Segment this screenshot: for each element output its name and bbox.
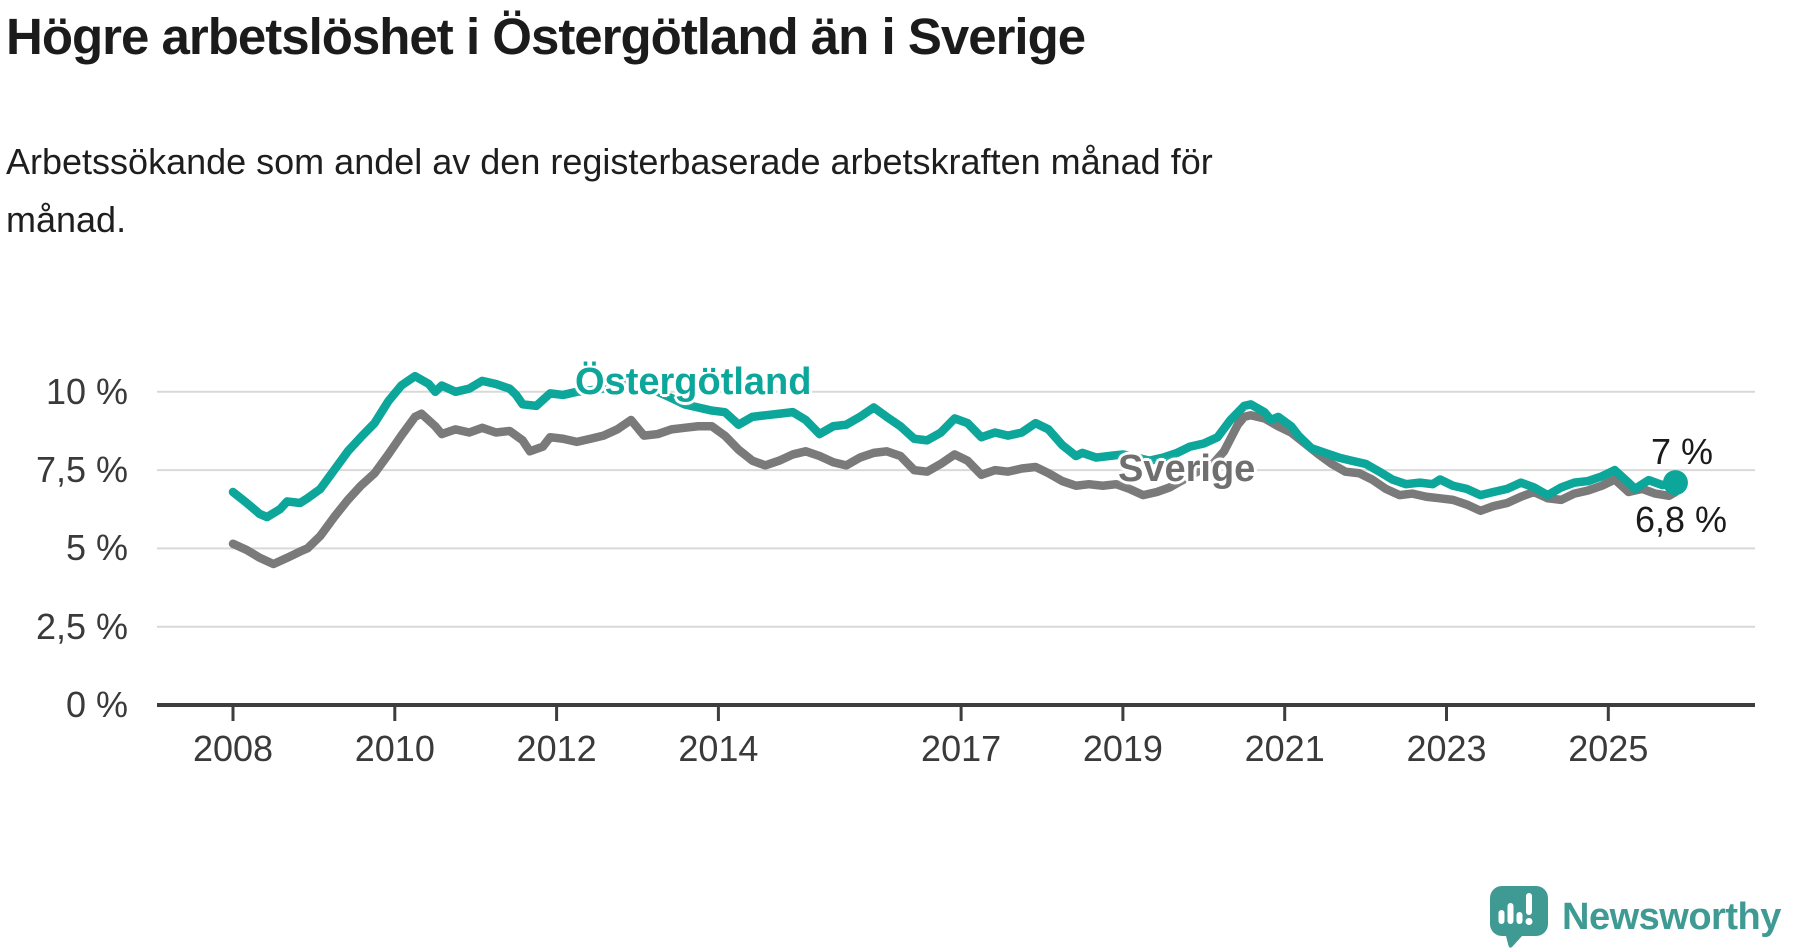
x-tick-label: 2017 bbox=[921, 728, 1002, 769]
x-tick-label: 2012 bbox=[516, 728, 597, 769]
x-tick-label: 2021 bbox=[1244, 728, 1325, 769]
sverige-line bbox=[228, 409, 1680, 569]
y-tick-label: 0 % bbox=[65, 684, 128, 725]
end-value-label-ostergotland: 7 % bbox=[1650, 431, 1714, 472]
ostergotland-line bbox=[228, 370, 1680, 522]
y-tick-label: 10 % bbox=[45, 370, 128, 412]
y-tick-label: 5 % bbox=[65, 527, 128, 569]
x-tick-label: 2008 bbox=[192, 728, 274, 769]
x-axis-tick-marks bbox=[231, 707, 1610, 721]
page-title: Högre arbetslöshet i Östergötland än i S… bbox=[6, 8, 1086, 65]
x-tick-label: 2014 bbox=[678, 728, 759, 769]
newsworthy-logo-icon bbox=[1490, 886, 1548, 948]
chart-subtitle: Arbetssökande som andel av den registerb… bbox=[6, 133, 1706, 249]
end-value-label-sverige: 6,8 % bbox=[1634, 499, 1728, 540]
series-label-sverige: Sverige bbox=[1118, 448, 1256, 490]
y-tick-label: 7,5 % bbox=[35, 449, 128, 491]
brand-footer: Newsworthy bbox=[1489, 886, 1800, 948]
series-label-ostergotland: Östergötland bbox=[575, 361, 812, 403]
y-tick-label: 2,5 % bbox=[35, 605, 128, 647]
x-tick-label: 2010 bbox=[354, 728, 435, 769]
x-tick-label: 2023 bbox=[1406, 728, 1487, 769]
brand-name: Newsworthy bbox=[1562, 895, 1781, 938]
x-tick-label: 2019 bbox=[1082, 728, 1163, 769]
subtitle-line-2: månad. bbox=[6, 199, 127, 240]
x-tick-label: 2025 bbox=[1568, 728, 1649, 769]
latest-value-dot bbox=[1662, 470, 1688, 496]
subtitle-line-1: Arbetssökande som andel av den registerb… bbox=[6, 141, 1213, 182]
gridlines bbox=[157, 390, 1755, 628]
